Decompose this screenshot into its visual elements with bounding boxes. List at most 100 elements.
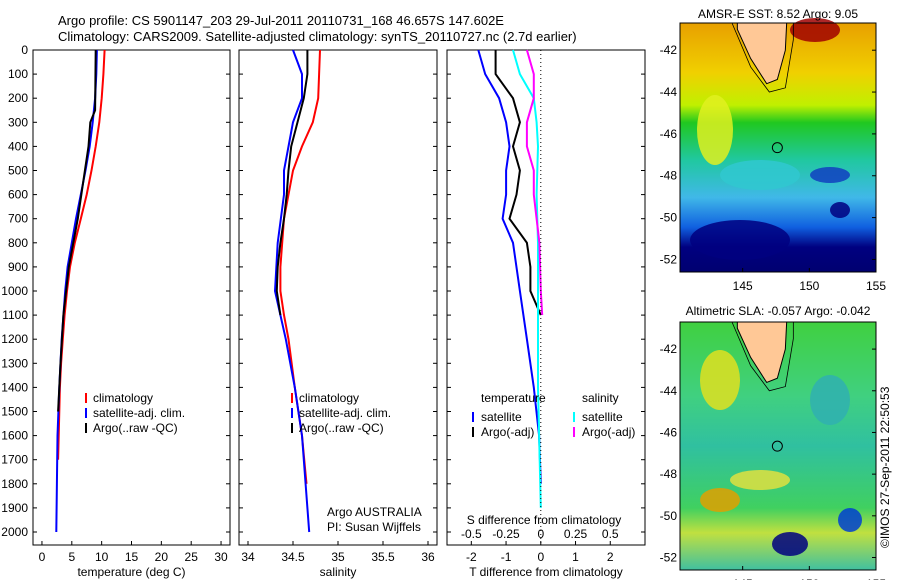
map-feature <box>697 95 733 165</box>
plot-frame-temperature <box>32 49 231 546</box>
argo-float-marker <box>771 142 783 154</box>
series-line-argo-raw-qc- <box>275 50 309 316</box>
x-tick-label: 34.5 <box>281 550 305 564</box>
argo-float-marker <box>771 440 783 452</box>
x-axis-label: salinity <box>320 565 357 579</box>
map-feature <box>700 488 740 512</box>
legend-label: satellite-adj. clim. <box>299 406 391 420</box>
series-line-s-satellite <box>512 49 542 508</box>
legend-label: climatology <box>93 391 153 405</box>
legend-label: satellite <box>582 410 623 424</box>
x-tick-label: 25 <box>185 550 199 564</box>
plot-frame-salinity <box>238 49 438 546</box>
y-tick-label: 2000 <box>1 525 28 539</box>
series-line-t-argo-adj- <box>494 50 542 316</box>
title-line-1: Argo profile: CS 5901147_203 29-Jul-2011… <box>58 13 504 28</box>
legend-label: Argo(..raw -QC) <box>93 421 178 435</box>
x-tick-label: 15 <box>125 550 139 564</box>
legend-header-salinity: salinity <box>582 391 619 405</box>
map-feature <box>700 350 740 410</box>
y-tick-label: 1300 <box>1 356 28 370</box>
x-axis-label: temperature (deg C) <box>77 565 185 579</box>
map-feature <box>790 18 840 42</box>
y-tick-label: 1000 <box>1 284 28 298</box>
map-y-tick-label: -46 <box>660 425 678 439</box>
x-tick-label: 30 <box>214 550 228 564</box>
x-tick-label: 36 <box>421 550 435 564</box>
series-line-argo-raw-qc- <box>57 49 97 412</box>
tasmania-land <box>736 321 788 384</box>
map-y-tick-label: -52 <box>660 252 678 266</box>
y-tick-label: 1500 <box>1 405 28 419</box>
y-tick-label: 100 <box>8 67 28 81</box>
y-tick-label: 600 <box>8 188 28 202</box>
y-tick-label: 1200 <box>1 332 28 346</box>
map-x-tick-label: 155 <box>866 577 886 580</box>
legend-header-temperature: temperature <box>481 391 546 405</box>
y-tick-label: 1800 <box>1 477 28 491</box>
map-x-tick-label: 150 <box>799 577 819 580</box>
legend-label: satellite <box>481 410 522 424</box>
map-y-tick-label: -50 <box>660 211 678 225</box>
y-tick-label: 700 <box>8 212 28 226</box>
y-tick-label: 1400 <box>1 380 28 394</box>
x-tick-label: 20 <box>155 550 169 564</box>
x-tick-label: 1 <box>572 550 579 564</box>
series-line-t-satellite <box>477 49 542 484</box>
map-y-tick-label: -50 <box>660 509 678 523</box>
y-tick-label: 500 <box>8 164 28 178</box>
x-tick-label: -2 <box>466 550 477 564</box>
series-line-satellite-adj-clim- <box>273 49 311 533</box>
x2-axis-label: S difference from climatology <box>467 513 622 527</box>
plot-frame-difference <box>446 49 646 546</box>
legend-label: Argo(-adj) <box>582 425 635 439</box>
y-tick-label: 0 <box>21 43 28 57</box>
map-feature <box>838 508 862 532</box>
sla-map-field <box>680 321 876 570</box>
legend-label: Argo(-adj) <box>481 425 534 439</box>
x-tick-label: -1 <box>501 550 512 564</box>
argo-annotation: Argo AUSTRALIA <box>327 505 422 519</box>
x2-tick-label: 0.5 <box>602 527 619 541</box>
map-x-tick-label: 145 <box>733 279 753 293</box>
x-tick-label: 10 <box>95 550 109 564</box>
y-tick-label: 900 <box>8 260 28 274</box>
map-y-tick-label: -44 <box>660 384 678 398</box>
map-feature <box>830 202 850 218</box>
x2-tick-label: -0.5 <box>461 527 482 541</box>
map-y-tick-label: -42 <box>660 342 678 356</box>
sst-map-field <box>680 18 876 272</box>
legend-label: Argo(..raw -QC) <box>299 421 384 435</box>
y-tick-label: 1600 <box>1 429 28 443</box>
x-tick-label: 35.5 <box>371 550 395 564</box>
series-line-s-argo-adj- <box>525 49 544 316</box>
x-tick-label: 35 <box>331 550 345 564</box>
bathymetry-contour <box>731 321 794 392</box>
x-tick-label: 2 <box>607 550 614 564</box>
title-line-2: Climatology: CARS2009. Satellite-adjuste… <box>58 29 577 44</box>
argo-annotation: PI: Susan Wijffels <box>327 520 421 534</box>
map-x-tick-label: 155 <box>866 279 886 293</box>
map-y-tick-label: -42 <box>660 43 678 57</box>
x-tick-label: 5 <box>68 550 75 564</box>
tasmania-land <box>736 22 788 85</box>
y-tick-label: 1100 <box>2 308 28 322</box>
y-tick-label: 300 <box>8 115 28 129</box>
y-tick-label: 800 <box>8 236 28 250</box>
map-x-tick-label: 145 <box>733 577 753 580</box>
x2-tick-label: 0.25 <box>564 527 588 541</box>
x-tick-label: 0 <box>537 550 544 564</box>
map-y-tick-label: -48 <box>660 169 678 183</box>
x2-tick-label: 0 <box>537 527 544 541</box>
y-tick-label: 200 <box>8 91 28 105</box>
map-y-tick-label: -46 <box>660 127 678 141</box>
map-feature <box>810 167 850 183</box>
map-y-tick-label: -52 <box>660 550 678 564</box>
bathymetry-contour <box>731 22 794 93</box>
map-frame <box>679 22 877 273</box>
map-title: Altimetric SLA: -0.057 Argo: -0.042 <box>686 304 871 318</box>
y-tick-label: 1900 <box>1 501 28 515</box>
map-feature <box>730 470 790 490</box>
